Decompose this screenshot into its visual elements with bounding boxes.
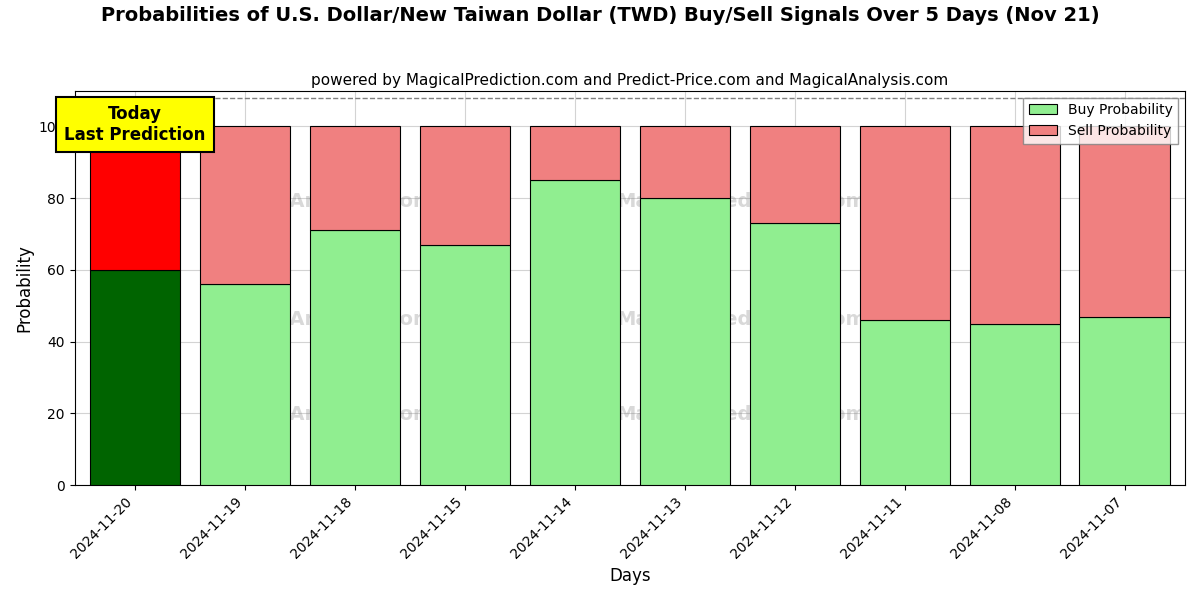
Bar <box>859 320 949 485</box>
Bar <box>90 270 180 485</box>
Title: powered by MagicalPrediction.com and Predict-Price.com and MagicalAnalysis.com: powered by MagicalPrediction.com and Pre… <box>311 73 948 88</box>
X-axis label: Days: Days <box>610 567 650 585</box>
Text: MagicalAnalysis.com: MagicalAnalysis.com <box>205 191 433 211</box>
Bar <box>1080 317 1170 485</box>
Bar <box>200 127 290 284</box>
Bar <box>310 127 400 230</box>
Bar <box>420 127 510 245</box>
Bar <box>420 245 510 485</box>
Bar <box>200 284 290 485</box>
Bar <box>970 323 1060 485</box>
Bar <box>750 223 840 485</box>
Bar <box>970 127 1060 323</box>
Text: MagicalPrediction.com: MagicalPrediction.com <box>616 191 865 211</box>
Bar <box>529 127 620 180</box>
Text: MagicalAnalysis.com: MagicalAnalysis.com <box>205 310 433 329</box>
Text: MagicalPrediction.com: MagicalPrediction.com <box>616 310 865 329</box>
Bar <box>529 180 620 485</box>
Text: Probabilities of U.S. Dollar/New Taiwan Dollar (TWD) Buy/Sell Signals Over 5 Day: Probabilities of U.S. Dollar/New Taiwan … <box>101 6 1099 25</box>
Text: Today
Last Prediction: Today Last Prediction <box>65 105 206 144</box>
Text: MagicalPrediction.com: MagicalPrediction.com <box>616 404 865 424</box>
Text: MagicalAnalysis.com: MagicalAnalysis.com <box>205 404 433 424</box>
Bar <box>750 127 840 223</box>
Legend: Buy Probability, Sell Probability: Buy Probability, Sell Probability <box>1024 98 1178 143</box>
Bar <box>1080 127 1170 317</box>
Bar <box>859 127 949 320</box>
Bar <box>640 198 730 485</box>
Bar <box>640 127 730 198</box>
Bar <box>90 127 180 270</box>
Bar <box>310 230 400 485</box>
Y-axis label: Probability: Probability <box>16 244 34 332</box>
